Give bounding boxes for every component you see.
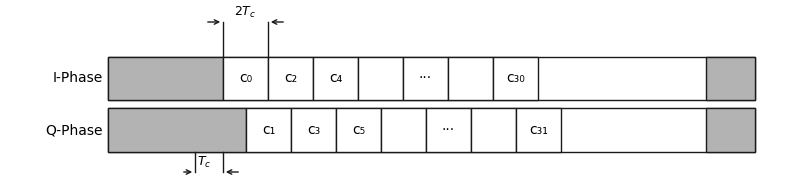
Bar: [426, 108, 471, 152]
Bar: [108, 108, 246, 152]
Bar: [493, 57, 538, 100]
Bar: [108, 108, 755, 152]
Bar: [448, 57, 493, 100]
Bar: [706, 57, 755, 100]
Bar: [223, 57, 268, 100]
Bar: [706, 108, 755, 152]
Text: c₄: c₄: [329, 71, 342, 86]
Bar: [291, 108, 336, 152]
Bar: [336, 108, 381, 152]
Text: c₃₁: c₃₁: [529, 123, 548, 137]
Text: c₀: c₀: [239, 71, 252, 86]
Text: Q-Phase: Q-Phase: [46, 123, 103, 137]
Bar: [268, 57, 313, 100]
Text: ···: ···: [442, 123, 455, 137]
Bar: [358, 57, 403, 100]
Text: ···: ···: [419, 71, 432, 86]
Text: c₁: c₁: [262, 123, 275, 137]
Bar: [381, 108, 426, 152]
Bar: [516, 108, 561, 152]
Bar: [246, 108, 291, 152]
Bar: [471, 108, 516, 152]
Bar: [108, 57, 755, 100]
Text: $T_c$: $T_c$: [197, 155, 211, 170]
Text: c₃: c₃: [307, 123, 320, 137]
Text: c₂: c₂: [284, 71, 297, 86]
Bar: [403, 57, 448, 100]
Text: I-Phase: I-Phase: [53, 71, 103, 86]
Text: $2T_c$: $2T_c$: [234, 5, 257, 20]
Bar: [313, 57, 358, 100]
Text: c₅: c₅: [352, 123, 365, 137]
Bar: [108, 57, 223, 100]
Text: c₃₀: c₃₀: [506, 71, 525, 86]
